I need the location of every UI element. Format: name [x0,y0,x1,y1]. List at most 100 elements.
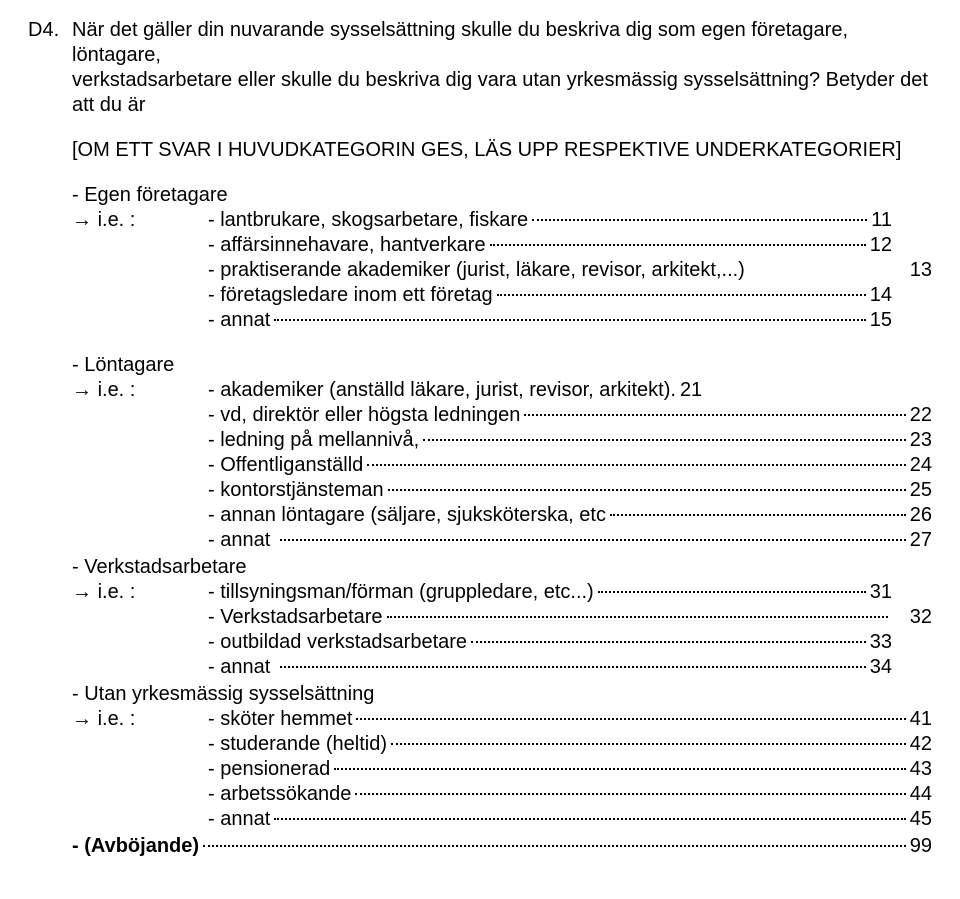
option-row: - annan löntagare (säljare, sjukskötersk… [208,503,932,528]
option-row: - akademiker (anställd läkare, jurist, r… [208,378,932,403]
option-code: 25 [910,478,932,503]
dot-leader [524,414,905,416]
ie-arrow-label: → i.e. : [72,707,208,732]
option-label: - Verkstadsarbetare [208,605,383,630]
option-label: - kontorstjänsteman [208,478,384,503]
category-decline: - (Avböjande) 99 [72,834,932,859]
question-block: D4. När det gäller din nuvarande syssels… [28,18,932,118]
option-code: 11 [871,208,892,233]
option-code: 43 [910,757,932,782]
option-label: - akademiker (anställd läkare, jurist, r… [208,378,676,403]
option-code: 21 [680,378,702,403]
category-title: - Löntagare [72,353,932,378]
option-row: - arbetssökande 44 [208,782,932,807]
option-label: - vd, direktör eller högsta ledningen [208,403,520,428]
category-utan-sysselsattning: - Utan yrkesmässig sysselsättning → i.e.… [72,682,932,832]
option-label: - annat [208,308,270,333]
option-row: - Offentliganställd 24 [208,453,932,478]
arrow-icon: → [72,378,92,403]
option-label: - annan löntagare (säljare, sjukskötersk… [208,503,606,528]
question-text-line3: att du är [72,94,145,116]
option-row: - företagsledare inom ett företag 14 [208,283,892,308]
option-label: - arbetssökande [208,782,351,807]
dot-leader [490,244,866,246]
option-label: - Offentliganställd [208,453,363,478]
question-text-line2: verkstadsarbetare eller skulle du beskri… [72,69,928,91]
arrow-icon: → [72,208,92,233]
option-code: 13 [904,258,932,283]
category-title: - Egen företagare [72,183,932,208]
option-code: 45 [910,807,932,832]
option-row: - annat 15 [208,308,892,333]
category-title: - Utan yrkesmässig sysselsättning [72,682,932,707]
option-code: 12 [870,233,892,258]
question-text: När det gäller din nuvarande sysselsättn… [72,18,932,118]
option-code: 99 [910,834,932,859]
option-code: 27 [910,528,932,553]
option-label: - studerande (heltid) [208,732,387,757]
dot-leader [497,294,866,296]
ie-arrow-label: → i.e. : [72,208,208,233]
dot-leader [471,641,866,643]
ie-label: i.e. : [98,209,136,231]
option-code: 14 [870,283,892,308]
option-code: 32 [904,605,932,630]
ie-label: i.e. : [98,379,136,401]
question-number: D4. [28,18,72,43]
dot-leader [280,539,906,541]
option-label: - tillsyningsman/förman (gruppledare, et… [208,580,594,605]
option-row: - vd, direktör eller högsta ledningen 22 [208,403,932,428]
dot-leader [391,743,906,745]
ie-label: i.e. : [98,581,136,603]
ie-arrow-label: → i.e. : [72,378,208,403]
option-row: - kontorstjänsteman 25 [208,478,932,503]
option-code-trailing: 13 [892,208,932,283]
option-row: - studerande (heltid) 42 [208,732,932,757]
option-code: 42 [910,732,932,757]
dot-leader [203,845,906,847]
option-row: - sköter hemmet 41 [208,707,932,732]
arrow-icon: → [72,707,92,732]
dot-leader [356,718,905,720]
option-label: - sköter hemmet [208,707,352,732]
dot-leader [610,514,906,516]
arrow-icon: → [72,580,92,605]
category-verkstadsarbetare: - Verkstadsarbetare → i.e. : - tillsynin… [72,555,932,680]
ie-label: i.e. : [98,708,136,730]
option-row: - Verkstadsarbetare [208,605,892,630]
option-row: - affärsinnehavare, hantverkare 12 [208,233,892,258]
ie-arrow-label: → i.e. : [72,580,208,605]
option-label: - pensionerad [208,757,330,782]
option-row: - annat 45 [208,807,932,832]
dot-leader [274,818,905,820]
option-code: 15 [870,308,892,333]
dot-leader [387,616,888,618]
dot-leader [423,439,906,441]
option-row: - tillsyningsman/förman (gruppledare, et… [208,580,892,605]
option-label: - annat [208,655,270,680]
dot-leader [274,319,865,321]
dot-leader [280,666,866,668]
option-label: - outbildad verkstadsarbetare [208,630,467,655]
dot-leader [388,489,906,491]
dot-leader [367,464,905,466]
instruction-bracket: [OM ETT SVAR I HUVUDKATEGORIN GES, LÄS U… [72,138,932,163]
option-label: - ledning på mellannivå, [208,428,419,453]
option-code-trailing: 32 [892,580,932,630]
option-label: - (Avböjande) [72,835,199,857]
option-row: - annat 27 [208,528,932,553]
option-row: - lantbrukare, skogsarbetare, fiskare 11 [208,208,892,233]
option-code: 24 [910,453,932,478]
option-code: 31 [870,580,892,605]
category-egen-foretagare: - Egen företagare → i.e. : - lantbrukare… [72,183,932,333]
category-title: - Verkstadsarbetare [72,555,932,580]
option-row: - praktiserande akademiker (jurist, läka… [208,258,892,283]
option-code: 34 [870,655,892,680]
option-label: - lantbrukare, skogsarbetare, fiskare [208,208,528,233]
option-code: 23 [910,428,932,453]
question-text-line1: När det gäller din nuvarande sysselsättn… [72,19,848,66]
option-code: 33 [870,630,892,655]
option-label: - annat [208,528,270,553]
option-label: - praktiserande akademiker (jurist, läka… [208,258,745,283]
option-row: - outbildad verkstadsarbetare 33 [208,630,892,655]
